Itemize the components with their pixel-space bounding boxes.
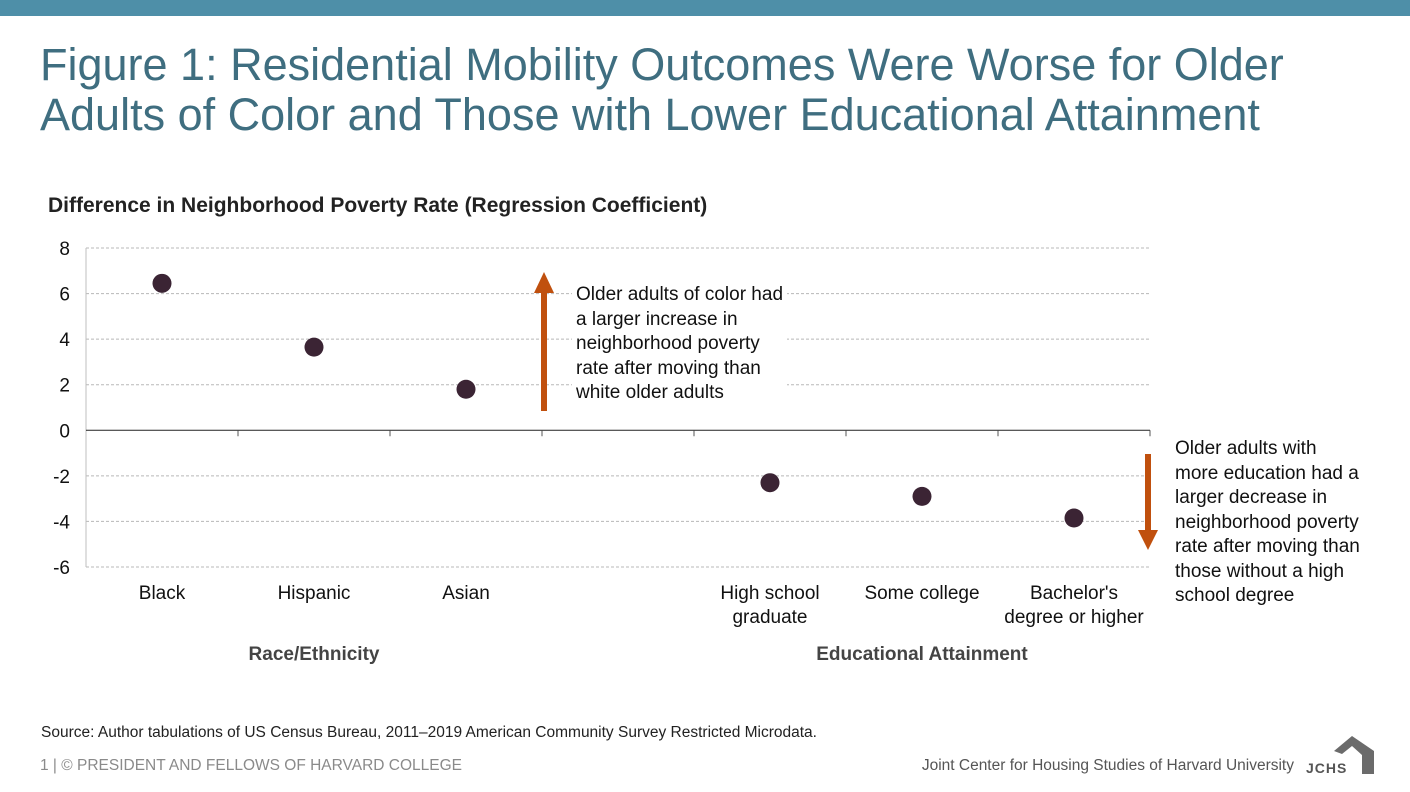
- y-tick-label: -4: [53, 512, 70, 533]
- x-tick-label: Black: [139, 583, 186, 604]
- annotation-race: Older adults of color had a larger incre…: [572, 283, 788, 406]
- y-tick-label: 2: [59, 376, 70, 397]
- annotation-education-line: larger decrease in: [1175, 487, 1328, 508]
- annotation-race-line: white older adults: [576, 382, 724, 403]
- annotation-education: Older adults with more education had a l…: [1175, 437, 1360, 609]
- x-tick-label: Some college: [864, 583, 979, 604]
- y-tick-label: 6: [59, 285, 70, 306]
- data-point: [1064, 508, 1084, 528]
- logo-text: JCHS: [1306, 760, 1347, 776]
- x-tick-label: Asian: [442, 583, 490, 604]
- annotation-education-line: neighborhood poverty: [1175, 511, 1359, 533]
- annotation-education-line: those without a high: [1175, 560, 1345, 582]
- x-tick-label: High school: [720, 583, 819, 604]
- data-point: [456, 379, 476, 399]
- annotation-education-line: Older adults with: [1175, 438, 1317, 459]
- x-tick-label: Hispanic: [278, 583, 351, 604]
- down-arrow-head: [1138, 530, 1158, 550]
- y-tick-label: 0: [59, 421, 70, 442]
- page-title: Figure 1: Residential Mobility Outcomes …: [40, 40, 1400, 140]
- data-point: [304, 337, 324, 357]
- y-tick-label: -6: [53, 558, 70, 579]
- annotation-race-line: neighborhood poverty: [576, 333, 760, 354]
- jchs-logo: JCHS: [1306, 736, 1374, 776]
- annotation-education-line: school degree: [1175, 585, 1295, 606]
- annotation-race-line: Older adults of color had: [576, 284, 784, 305]
- title-line-2: Adults of Color and Those with Lower Edu…: [40, 89, 1260, 140]
- group-label: Race/Ethnicity: [249, 644, 380, 665]
- y-tick-label: 8: [59, 239, 70, 260]
- footer-organization: Joint Center for Housing Studies of Harv…: [921, 757, 1294, 774]
- annotation-race-line: a larger increase in: [576, 308, 738, 330]
- footer-copyright: 1 | © PRESIDENT AND FELLOWS OF HARVARD C…: [40, 757, 462, 774]
- annotation-education-line: more education had a: [1175, 462, 1359, 484]
- title-line-1: Figure 1: Residential Mobility Outcomes …: [40, 39, 1284, 90]
- y-tick-label: 4: [59, 330, 70, 351]
- data-point: [760, 473, 780, 493]
- source-note: Source: Author tabulations of US Census …: [41, 724, 817, 741]
- y-axis-label: Difference in Neighborhood Poverty Rate …: [48, 194, 708, 217]
- data-point: [152, 273, 172, 293]
- x-tick-label: Bachelor's: [1030, 583, 1118, 604]
- up-arrow-head: [534, 272, 554, 293]
- top-accent-bar: [0, 0, 1410, 16]
- annotation-race-line: rate after moving than: [576, 357, 761, 379]
- data-point: [912, 486, 932, 506]
- y-tick-label: -2: [53, 467, 70, 488]
- x-tick-label: graduate: [732, 607, 807, 628]
- x-tick-label: degree or higher: [1004, 607, 1144, 628]
- group-label: Educational Attainment: [816, 644, 1028, 665]
- annotation-education-line: rate after moving than: [1175, 536, 1360, 557]
